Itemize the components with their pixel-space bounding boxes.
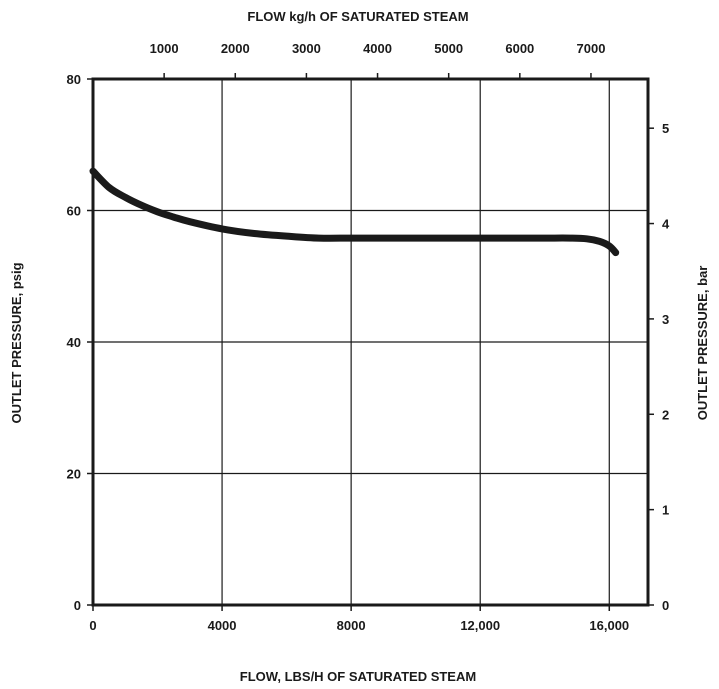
right-tick-label: 1: [662, 503, 669, 518]
x-tick-label: 4000: [208, 618, 237, 633]
top-tick-label: 7000: [577, 41, 606, 56]
pressure-curve: [89, 167, 620, 257]
x-tick-label: 16,000: [589, 618, 629, 633]
right-tick-label: 3: [662, 312, 669, 327]
x-tick-label: 12,000: [460, 618, 500, 633]
right-tick-label: 5: [662, 121, 669, 136]
bottom-axis-title: FLOW, LBS/H OF SATURATED STEAM: [240, 669, 476, 684]
right-tick-label: 2: [662, 407, 669, 422]
top-tick-label: 3000: [292, 41, 321, 56]
y-tick-label: 0: [74, 598, 81, 613]
top-tick-label: 4000: [363, 41, 392, 56]
y-tick-label: 60: [67, 204, 81, 219]
y-tick-label: 20: [67, 467, 81, 482]
grid: [93, 79, 648, 605]
x-tick-label: 8000: [337, 618, 366, 633]
right-tick-label: 0: [662, 598, 669, 613]
curve-layer: [89, 167, 620, 257]
top-tick-label: 6000: [505, 41, 534, 56]
top-tick-label: 5000: [434, 41, 463, 56]
x-tick-label: 0: [89, 618, 96, 633]
top-tick-label: 1000: [150, 41, 179, 56]
left-axis-title: OUTLET PRESSURE, psig: [9, 262, 24, 423]
y-tick-label: 40: [67, 335, 81, 350]
top-tick-label: 2000: [221, 41, 250, 56]
top-axis-title: FLOW kg/h OF SATURATED STEAM: [247, 9, 468, 24]
right-tick-label: 4: [662, 217, 670, 232]
right-axis-title: OUTLET PRESSURE, bar: [695, 266, 710, 421]
y-tick-label: 80: [67, 72, 81, 87]
